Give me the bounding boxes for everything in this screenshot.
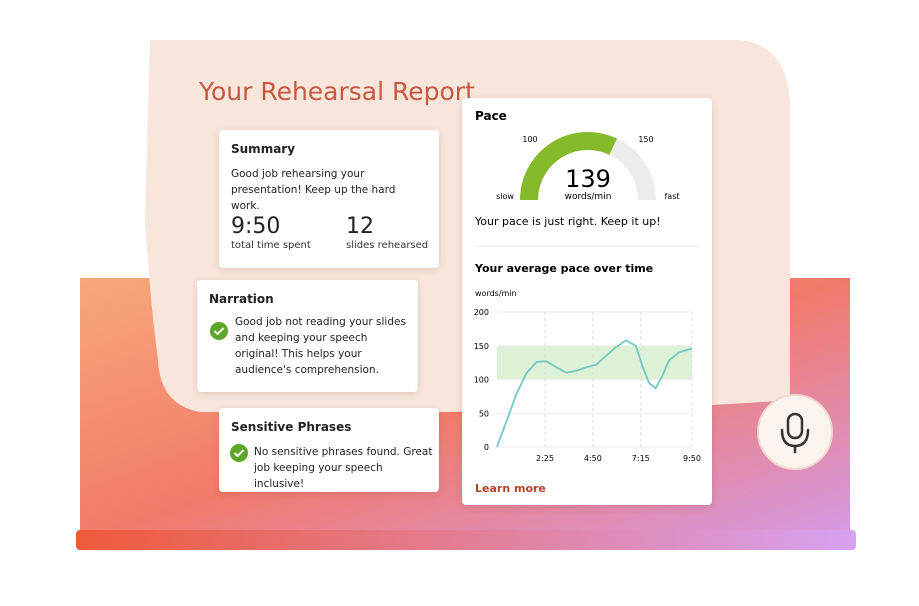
card-title: Narration bbox=[209, 292, 274, 306]
mic-icon bbox=[780, 412, 810, 454]
y-axis-label: words/min bbox=[475, 289, 517, 298]
card-message: Good job rehearsing your presentation! K… bbox=[231, 168, 396, 212]
stat-label: slides rehearsed bbox=[346, 240, 429, 251]
y-tick-label: 50 bbox=[479, 409, 489, 418]
chart-title: Your average pace over time bbox=[474, 262, 653, 275]
stat-value: 9:50 bbox=[231, 214, 281, 239]
gauge-value bbox=[520, 132, 617, 201]
stat-value: 12 bbox=[346, 214, 374, 239]
x-tick-label: 9:50 bbox=[683, 454, 701, 463]
y-tick-label: 200 bbox=[474, 308, 489, 317]
y-tick-label: 100 bbox=[474, 376, 489, 385]
gauge-high: fast bbox=[664, 192, 679, 201]
gauge-mark-label: 150 bbox=[638, 135, 653, 144]
card-message: Good job not reading your slides and kee… bbox=[235, 316, 406, 376]
card-title: Summary bbox=[231, 142, 296, 156]
card-message: No sensitive phrases found. Great job ke… bbox=[254, 446, 433, 490]
shelf bbox=[76, 530, 856, 550]
x-tick-label: 7:15 bbox=[632, 454, 650, 463]
check-icon bbox=[230, 444, 248, 462]
y-tick-label: 0 bbox=[484, 443, 489, 452]
sensitive-card: Sensitive Phrases No sensitive phrases f… bbox=[219, 408, 439, 492]
target-band bbox=[497, 345, 692, 380]
pace-line bbox=[496, 339, 693, 448]
report-title: Your Rehearsal Report bbox=[198, 77, 475, 106]
gauge-low: slow bbox=[496, 192, 514, 201]
gauge-unit: words/min bbox=[565, 192, 612, 202]
gauge-mark-label: 100 bbox=[522, 135, 537, 144]
summary-card: Summary Good job rehearsing your present… bbox=[219, 130, 439, 268]
stat-label: total time spent bbox=[231, 240, 311, 251]
pace-card: Pace Your pace is just right. Keep it up… bbox=[462, 98, 712, 505]
mic-button[interactable] bbox=[757, 394, 833, 470]
x-tick-label: 4:50 bbox=[584, 454, 602, 463]
pace-panel: Pace Your pace is just right. Keep it up… bbox=[474, 109, 701, 495]
x-tick-label: 2:25 bbox=[536, 454, 554, 463]
pace-message: Your pace is just right. Keep it up! bbox=[474, 215, 661, 228]
y-tick-label: 150 bbox=[474, 342, 489, 351]
narration-card: Narration Good job not reading your slid… bbox=[197, 280, 418, 392]
learn-more-link[interactable]: Learn more bbox=[475, 482, 546, 495]
card-title: Sensitive Phrases bbox=[231, 420, 352, 434]
check-icon bbox=[210, 322, 228, 340]
gauge-value-label: 139 bbox=[565, 165, 611, 193]
card-title: Pace bbox=[475, 109, 507, 123]
